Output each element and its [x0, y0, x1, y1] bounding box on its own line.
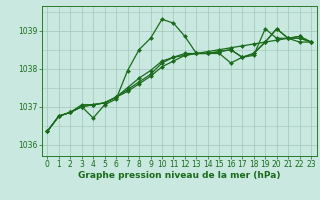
X-axis label: Graphe pression niveau de la mer (hPa): Graphe pression niveau de la mer (hPa) [78, 171, 280, 180]
